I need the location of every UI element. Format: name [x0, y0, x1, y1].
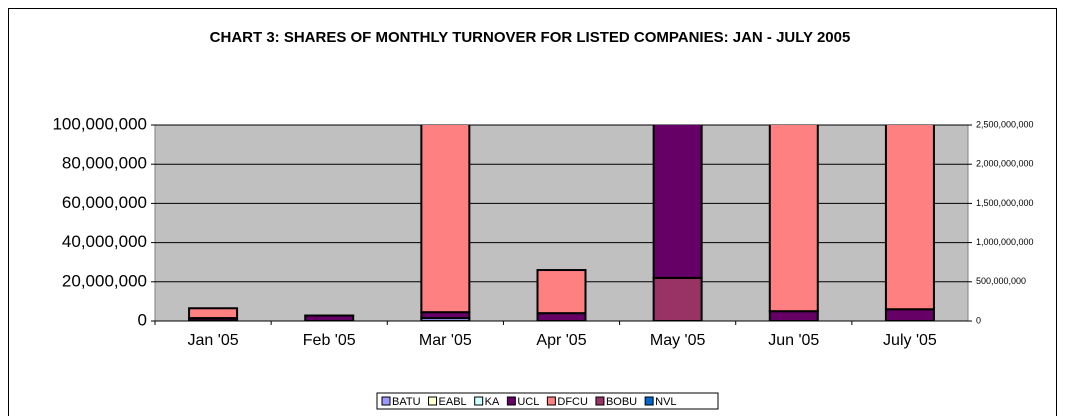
- y-tick-label: 0: [138, 310, 147, 329]
- legend-label: EABL: [439, 396, 467, 408]
- legend-label: UCL: [517, 396, 539, 408]
- legend-swatch: [546, 396, 556, 406]
- y2-tick-label: 0: [976, 315, 981, 325]
- bar-segment: [304, 314, 355, 321]
- y-tick-label: 20,000,000: [62, 271, 147, 290]
- y2-tick-label: 1,000,000,000: [976, 237, 1034, 247]
- legend-swatch: [506, 396, 516, 406]
- legend-label: DFCU: [557, 396, 588, 408]
- bar-segment: [420, 125, 471, 314]
- x-tick-label: July '05: [883, 332, 937, 349]
- bar-segment: [768, 310, 819, 321]
- legend-swatch: [474, 396, 484, 406]
- y-tick-label: 60,000,000: [62, 193, 147, 212]
- chart-title: CHART 3: SHARES OF MONTHLY TURNOVER FOR …: [209, 29, 851, 46]
- y-tick-label: 100,000,000: [52, 114, 147, 133]
- legend-swatch: [644, 396, 654, 406]
- x-tick-label: Apr '05: [536, 332, 586, 349]
- legend-swatch: [595, 396, 605, 406]
- x-tick-label: Feb '05: [303, 332, 356, 349]
- legend-label: KA: [485, 396, 500, 408]
- bar-segment: [768, 125, 819, 313]
- bar-segment: [536, 312, 587, 321]
- y-tick-label: 40,000,000: [62, 232, 147, 251]
- y2-tick-label: 2,000,000,000: [976, 159, 1034, 169]
- x-tick-label: Mar '05: [419, 332, 472, 349]
- legend-label: NVL: [655, 396, 676, 408]
- x-tick-label: Jun '05: [768, 332, 819, 349]
- y2-tick-label: 500,000,000: [976, 276, 1026, 286]
- legend-swatch: [428, 396, 438, 406]
- y2-tick-label: 1,500,000,000: [976, 198, 1034, 208]
- bar-segment: [652, 276, 703, 321]
- y2-tick-label: 2,500,000,000: [976, 119, 1034, 129]
- x-tick-label: May '05: [650, 332, 706, 349]
- legend-label: BATU: [392, 396, 421, 408]
- bar-segment: [536, 269, 587, 315]
- bar-segment: [884, 125, 935, 311]
- legend-label: BOBU: [606, 396, 637, 408]
- legend-swatch: [381, 396, 391, 406]
- bar-segment: [188, 307, 239, 320]
- y-tick-label: 80,000,000: [62, 154, 147, 173]
- bar-segment: [652, 125, 703, 279]
- x-tick-label: Jan '05: [188, 332, 239, 349]
- bar-segment: [884, 308, 935, 321]
